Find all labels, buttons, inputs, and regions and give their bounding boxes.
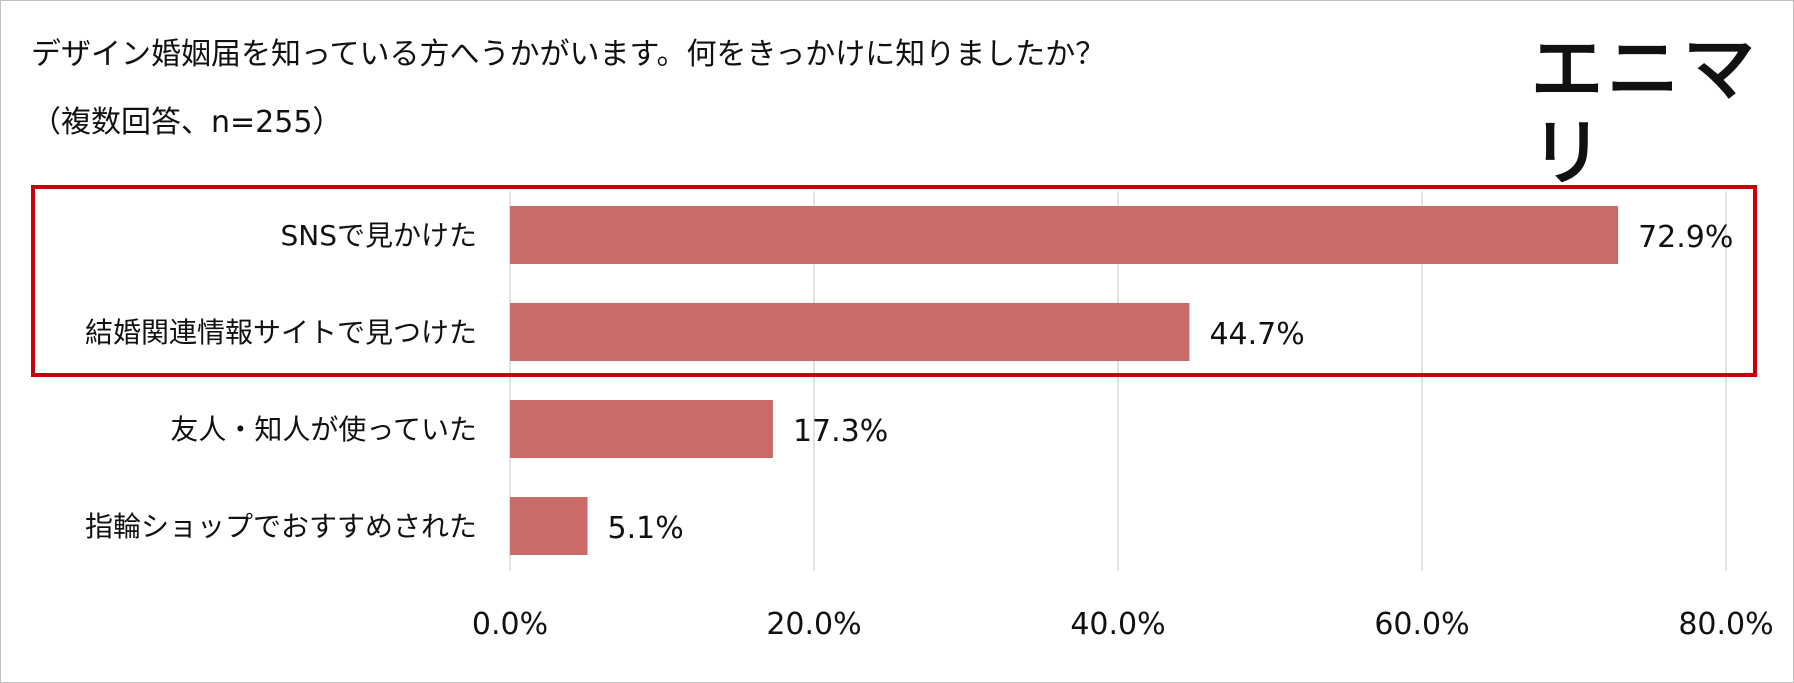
bar-1 <box>510 303 1190 361</box>
chart-title: デザイン婚姻届を知っている方へうかがいます。何をきっかけに知りましたか？ <box>31 37 1106 72</box>
bar-3 <box>510 497 588 555</box>
category-label-1: 結婚関連情報サイトで見つけた <box>85 316 477 349</box>
chart-subtitle: （複数回答、n=255） <box>31 105 343 140</box>
x-tick-label-4: 80.0% <box>1678 607 1773 642</box>
x-tick-label-1: 20.0% <box>766 607 861 642</box>
bar-2 <box>510 400 773 458</box>
category-label-3: 指輪ショップでおすすめされた <box>85 510 477 543</box>
value-label-3: 5.1% <box>608 511 684 546</box>
category-label-0: SNSで見かけた <box>281 219 478 252</box>
value-label-1: 44.7% <box>1209 317 1304 352</box>
value-label-0: 72.9% <box>1638 220 1733 255</box>
category-label-2: 友人・知人が使っていた <box>170 413 477 446</box>
value-label-2: 17.3% <box>793 414 888 449</box>
highlight-box <box>31 185 1757 377</box>
x-tick-label-2: 40.0% <box>1070 607 1165 642</box>
bar-0 <box>510 206 1619 264</box>
brand-logo: エニマリ <box>1531 27 1760 195</box>
x-tick-label-3: 60.0% <box>1374 607 1469 642</box>
x-tick-label-0: 0.0% <box>472 607 548 642</box>
